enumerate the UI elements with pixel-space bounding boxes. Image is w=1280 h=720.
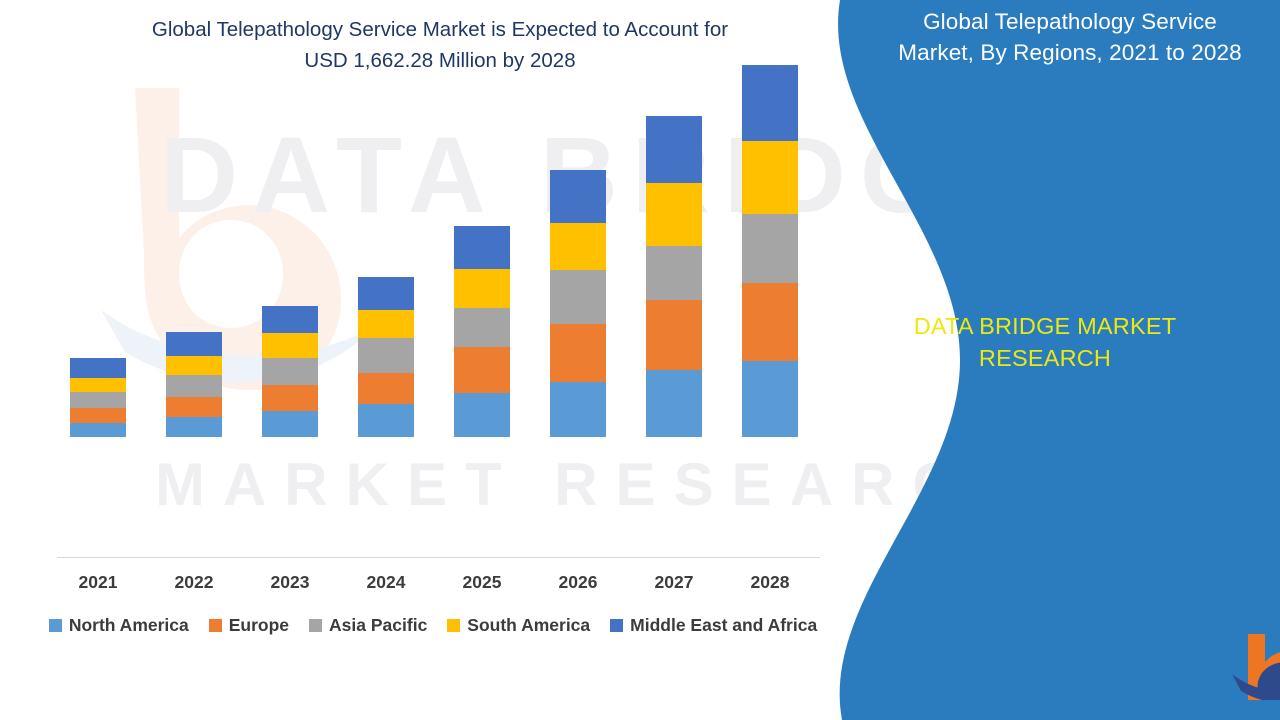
bar-segment (454, 308, 510, 348)
bar-segment (646, 300, 702, 371)
stacked-bar (262, 306, 318, 437)
bar-segment (550, 382, 606, 437)
chart-title-line-1: Global Telepathology Service Market is E… (151, 18, 729, 41)
panel-title-line-1: Global Telepathology Service (923, 9, 1217, 34)
chart-panel: DATA BRIDGE MARKET RESEARCH Global Telep… (0, 14, 1030, 636)
plot-area (57, 65, 820, 558)
brand-panel-content: Global Telepathology Service Market, By … (810, 0, 1280, 720)
bar-segment (262, 411, 318, 437)
stacked-bar (550, 170, 606, 437)
bar-segment (70, 392, 126, 409)
chart-legend: North America Europe Asia Pacific South Ame… (0, 615, 866, 636)
bar-segment (166, 397, 222, 418)
bar-segment (262, 306, 318, 334)
bar-segment (454, 226, 510, 270)
bar-segment (70, 423, 126, 437)
legend-item[interactable]: South America (447, 615, 590, 636)
bar-segment (454, 269, 510, 309)
bar-segment (166, 356, 222, 376)
brand-name-line-1: DATA BRIDGE MARKET (913, 313, 1177, 339)
bar-segment (550, 223, 606, 271)
legend-label: Middle East and Africa (630, 615, 818, 635)
legend-swatch-icon (610, 619, 624, 632)
bar-segment (166, 375, 222, 398)
bar-segment (70, 358, 126, 379)
stacked-bar (742, 65, 798, 437)
company-logo: DATA BRIDGE MARKET RESEARCH (1230, 632, 1280, 700)
legend-item[interactable]: North America (48, 615, 189, 636)
bar-segment (646, 183, 702, 247)
bar-segment (70, 408, 126, 424)
legend-swatch-icon (48, 619, 62, 632)
chart-title: Global Telepathology Service Market is E… (40, 14, 840, 76)
x-axis-label: 2028 (750, 572, 790, 592)
x-axis-label: 2026 (558, 572, 598, 592)
brand-panel: Global Telepathology Service Market, By … (810, 0, 1280, 720)
brand-name-line-2: RESEARCH (978, 345, 1112, 371)
bar-segment (358, 277, 414, 311)
bar-segment (262, 333, 318, 359)
bar-segment (358, 404, 414, 437)
legend-swatch-icon (309, 619, 323, 632)
stacked-bar (358, 277, 414, 437)
bar-segment (742, 360, 798, 437)
bar-segment (742, 283, 798, 361)
x-axis-label: 2024 (366, 572, 406, 592)
bar-segment (742, 214, 798, 284)
bar-segment (166, 332, 222, 357)
legend-swatch-icon (447, 619, 461, 632)
stacked-bar (70, 358, 126, 437)
panel-title: Global Telepathology Service Market, By … (870, 6, 1270, 68)
legend-label: North America (68, 615, 189, 635)
x-axis-label: 2025 (462, 572, 502, 592)
x-axis-label: 2027 (654, 572, 694, 592)
legend-label: Asia Pacific (329, 615, 428, 635)
bar-segment (358, 338, 414, 374)
x-axis-label: 2022 (174, 572, 214, 592)
legend-label: South America (467, 615, 591, 635)
bar-segment (262, 385, 318, 412)
bar-segment (70, 378, 126, 393)
bar-segment (262, 358, 318, 386)
stacked-bar (166, 332, 222, 437)
bar-segment (646, 116, 702, 184)
bar-segment (742, 65, 798, 142)
panel-curved-shape (838, 0, 1280, 720)
watermark-line-2: MARKET RESEARCH (155, 451, 1036, 518)
data-bridge-logo-icon (1232, 634, 1280, 700)
legend-item[interactable]: Europe (208, 615, 290, 636)
x-axis-label: 2023 (270, 572, 310, 592)
bar-segment (646, 246, 702, 301)
legend-swatch-icon (208, 619, 222, 632)
panel-title-line-2: Market, By Regions, 2021 to 2028 (898, 40, 1242, 65)
legend-item[interactable]: Middle East and Africa (610, 615, 817, 636)
bar-segment (358, 373, 414, 405)
bar-segment (550, 324, 606, 383)
stacked-bar (454, 226, 510, 437)
bar-segment (550, 170, 606, 224)
x-axis-line (57, 557, 820, 558)
bar-segment (454, 393, 510, 437)
x-axis-labels: 2021 2022 2023 2024 2025 2026 2027 2028 (0, 572, 880, 602)
chart-title-line-2: USD 1,662.28 Million by 2028 (304, 49, 576, 72)
legend-item[interactable]: Asia Pacific (309, 615, 427, 636)
bar-segment (358, 310, 414, 339)
legend-label: Europe (228, 615, 290, 635)
brand-name: DATA BRIDGE MARKET RESEARCH (830, 310, 1260, 374)
bar-segment (454, 347, 510, 394)
bar-segment (550, 270, 606, 325)
bar-segment (646, 370, 702, 437)
x-axis-label: 2021 (78, 572, 118, 592)
bar-segment (166, 417, 222, 437)
bar-segment (742, 141, 798, 215)
stacked-bar (646, 116, 702, 437)
